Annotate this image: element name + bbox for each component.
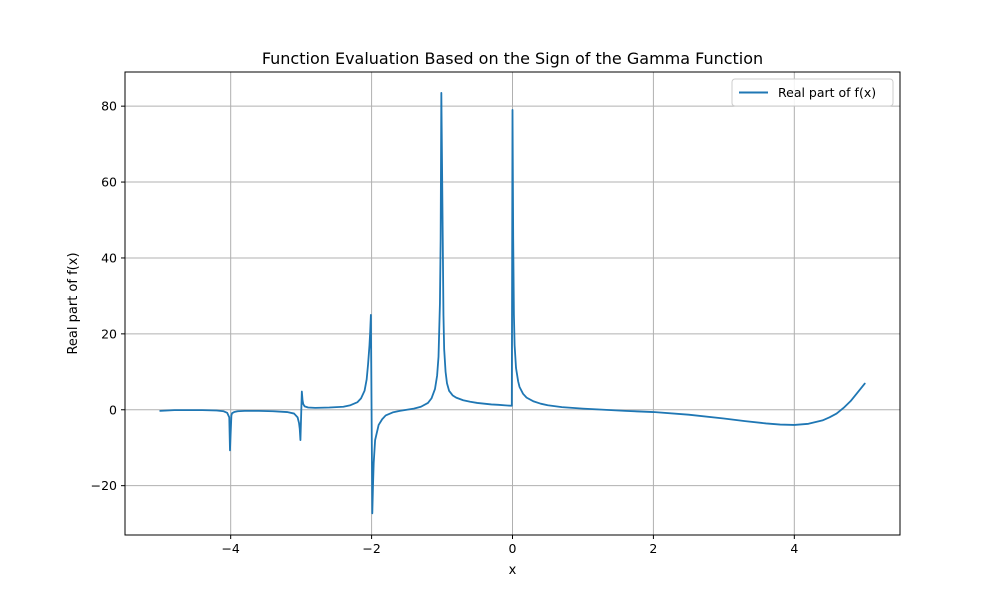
x-tick-label: −2 [362,541,380,556]
x-tick-label: −4 [221,541,239,556]
legend: Real part of f(x) [731,78,894,107]
legend-label: Real part of f(x) [778,85,876,100]
x-tick-label: 4 [790,541,798,556]
y-tick-label: −20 [91,478,117,493]
y-tick-label: 40 [101,250,117,265]
legend-box [731,78,894,107]
series-line [159,91,866,515]
y-tick-label: 0 [109,402,117,417]
x-tick-label: 0 [509,541,517,556]
y-tick-label: 80 [101,99,117,114]
chart-title: Function Evaluation Based on the Sign of… [262,49,763,68]
y-tick-label: 20 [101,326,117,341]
series-layer [159,91,866,515]
y-tick-label: 60 [101,175,117,190]
x-axis-label: x [509,563,517,578]
y-axis-label: Real part of f(x) [66,252,81,354]
x-tick-label: 2 [649,541,657,556]
